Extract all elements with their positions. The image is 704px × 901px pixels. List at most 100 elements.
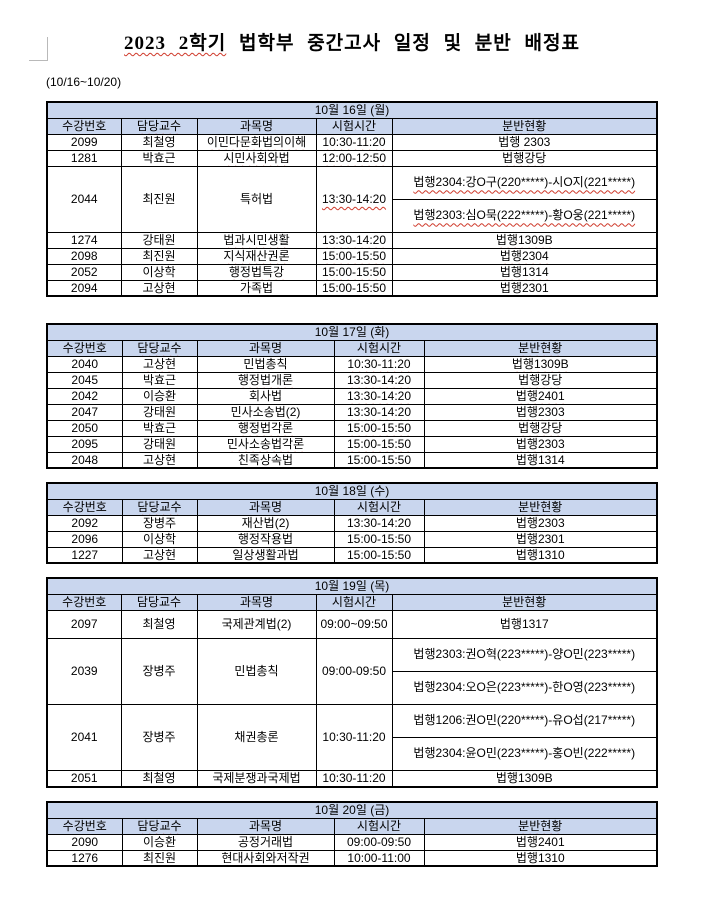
date-range-label: (10/16~10/20) <box>46 75 122 89</box>
cell-prof: 최철영 <box>120 769 198 788</box>
cell-course: 민법총칙 <box>196 355 335 373</box>
table-row: 법행2303:심O묵(222*****)-황O웅(221*****) <box>47 198 658 233</box>
cell-prof: 박효근 <box>121 371 198 389</box>
schedule-table-2: 10월 17일 (화) 수강번호 담당교수 과목명 시험시간 분반현황 2040 고상현 민법총… <box>46 323 658 469</box>
table-row: 2039 장병주 민법총칙 09:00-09:50 법행2303:권O혁(223****… <box>46 637 658 705</box>
cell-time: 10:30-11:20 <box>315 769 393 788</box>
cell-code: 1276 <box>46 849 123 867</box>
cell-course: 가족법 <box>196 279 317 297</box>
cell-code: 2095 <box>46 435 123 453</box>
column-header-4: 분반현황 <box>391 593 658 611</box>
column-header-2: 과목명 <box>196 339 335 357</box>
cell-room: 법행2301 <box>423 530 658 548</box>
cell-room: 법행1310 <box>423 849 658 867</box>
cell-room: 법행1310 <box>423 546 658 564</box>
cell-room: 법행 2303 <box>391 133 658 151</box>
column-header-1: 담당교수 <box>120 117 198 135</box>
cell-room: 법행1206:권O민(220*****)-유O섭(217*****) <box>391 703 658 738</box>
cell-course: 민사소송법각론 <box>196 435 335 453</box>
cell-time: 09:00~09:50 <box>315 609 393 639</box>
cell-course: 시민사회와법 <box>196 149 317 167</box>
column-header-3: 시험시간 <box>333 817 425 835</box>
table-row: 2099 최철영 이민다문화법의이해 10:30-11:20 법행 2303 <box>46 133 658 151</box>
cell-time: 10:00-11:00 <box>333 849 425 867</box>
cell-room: 법행강당 <box>391 149 658 167</box>
column-header-0: 수강번호 <box>46 117 122 135</box>
cell-room: 법행2304:오O은(223*****)-한O영(223*****) <box>391 670 658 705</box>
cell-code: 2099 <box>46 133 122 151</box>
table-row: 2044 최진원 특허법 13:30-14:20 법행2304:강O구(220*****… <box>46 165 658 233</box>
table-row: 2096 이상학 행정작용법 15:00-15:50 법행2301 <box>46 530 658 548</box>
cell-code: 2042 <box>46 387 123 405</box>
cell-code: 2090 <box>46 833 123 851</box>
cell-time: 13:30-14:20 <box>333 371 425 389</box>
column-header-0: 수강번호 <box>46 498 123 516</box>
column-header-3: 시험시간 <box>333 339 425 357</box>
cell-time: 10:30-11:20 <box>315 703 393 771</box>
cell-prof: 고상현 <box>121 451 198 469</box>
table-row: 2042 이승환 회사법 13:30-14:20 법행2401 <box>46 387 658 405</box>
cell-code: 1227 <box>46 546 123 564</box>
cell-time: 13:30-14:20 <box>333 403 425 421</box>
table-row: 2098 최진원 지식재산권론 15:00-15:50 법행2304 <box>46 247 658 265</box>
cell-room: 법행2304:윤O민(223*****)-홍O빈(222*****) <box>391 736 658 771</box>
cell-code: 2040 <box>46 355 123 373</box>
table-row: 2090 이승환 공정거래법 09:00-09:50 법행2401 <box>46 833 658 851</box>
cell-room: 법행2303:권O혁(223*****)-양O민(223*****) <box>391 637 658 672</box>
cell-room: 법행1314 <box>391 263 658 281</box>
table-row: 1274 강태원 법과시민생활 13:30-14:20 법행1309B <box>46 231 658 249</box>
cell-code: 1274 <box>46 231 122 249</box>
cell-prof: 장병주 <box>120 703 198 771</box>
cell-code: 2045 <box>46 371 123 389</box>
table-row: 2041 장병주 채권총론 10:30-11:20 법행1206:권O민(220****… <box>46 703 658 771</box>
cell-course: 행정법특강 <box>196 263 317 281</box>
column-header-1: 담당교수 <box>120 593 198 611</box>
cell-course: 일상생활과법 <box>196 546 335 564</box>
table-row: 2097 최철영 국제관계법(2) 09:00~09:50 법행1317 <box>46 609 658 639</box>
cell-time: 09:00-09:50 <box>333 833 425 851</box>
cell-course: 회사법 <box>196 387 335 405</box>
cell-room: 법행2401 <box>423 387 658 405</box>
cell-course: 현대사회와저작권 <box>196 849 335 867</box>
document-page: { "page": { "title_marked": "2023 2학기", … <box>0 28 704 901</box>
cell-prof: 고상현 <box>121 355 198 373</box>
schedule-table-1: 10월 16일 (월) 수강번호 담당교수 과목명 시험시간 분반현황 2099 최철영 이민다… <box>46 101 658 297</box>
column-header-0: 수강번호 <box>46 593 122 611</box>
cell-room: 법행1309B <box>391 769 658 788</box>
cell-room: 법행2304:강O구(220*****)-시O지(221*****) <box>391 165 658 200</box>
cell-course: 행정법개론 <box>196 371 335 389</box>
cell-course: 행정작용법 <box>196 530 335 548</box>
cell-course: 채권총론 <box>196 703 317 771</box>
cell-prof: 강태원 <box>120 231 198 249</box>
column-header-2: 과목명 <box>196 117 317 135</box>
cell-room: 법행2303:심O묵(222*****)-황O웅(221*****) <box>391 198 658 233</box>
cell-course: 친족상속법 <box>196 451 335 469</box>
cell-room: 법행강당 <box>423 419 658 437</box>
cell-room: 법행1309B <box>391 231 658 249</box>
cell-code: 1281 <box>46 149 122 167</box>
cell-prof: 최진원 <box>120 165 198 233</box>
cell-code: 2048 <box>46 451 123 469</box>
day-header: 10월 20일 (금) <box>46 801 658 819</box>
cell-room: 법행강당 <box>423 371 658 389</box>
column-header-1: 담당교수 <box>121 498 198 516</box>
cell-prof: 강태원 <box>121 403 198 421</box>
table-row: 2045 박효근 행정법개론 13:30-14:20 법행강당 <box>46 371 658 389</box>
cell-time: 10:30-11:20 <box>333 355 425 373</box>
cell-time: 09:00-09:50 <box>315 637 393 705</box>
cell-time: 15:00-15:50 <box>333 435 425 453</box>
cell-code: 2041 <box>46 703 122 771</box>
day-header: 10월 18일 (수) <box>46 482 658 500</box>
cell-time: 15:00-15:50 <box>333 530 425 548</box>
column-header-3: 시험시간 <box>315 117 393 135</box>
cell-room: 법행2303 <box>423 435 658 453</box>
cell-prof: 고상현 <box>121 546 198 564</box>
cell-code: 2044 <box>46 165 122 233</box>
table-row: 1276 최진원 현대사회와저작권 10:00-11:00 법행1310 <box>46 849 658 867</box>
schedule-table-4: 10월 19일 (목) 수강번호 담당교수 과목명 시험시간 분반현황 2097 최철영 국제관… <box>46 577 658 788</box>
cell-code: 2052 <box>46 263 122 281</box>
cell-time: 13:30-14:20 <box>333 514 425 532</box>
cell-time: 15:00-15:50 <box>315 247 393 265</box>
cell-time: 12:00-12:50 <box>315 149 393 167</box>
column-header-4: 분반현황 <box>423 817 658 835</box>
